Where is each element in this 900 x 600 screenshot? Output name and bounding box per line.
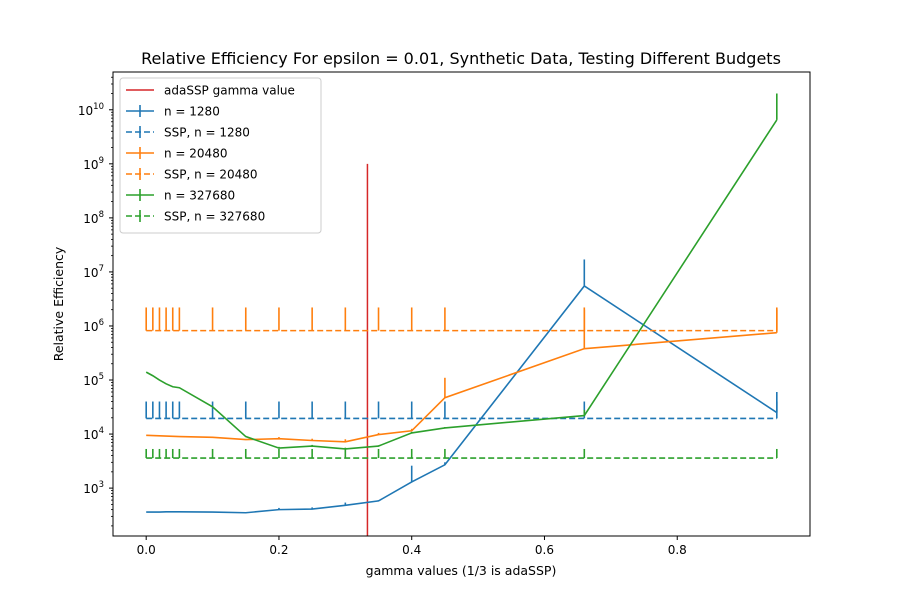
legend-label-1: n = 1280 [164, 105, 220, 119]
y-tick-base: 10 [78, 104, 93, 118]
chart-title: Relative Efficiency For epsilon = 0.01, … [141, 49, 781, 68]
y-tick-label-6: 109 [83, 156, 104, 172]
y-tick-exponent: 7 [99, 264, 104, 274]
plot-area [145, 93, 778, 536]
legend-label-6: SSP, n = 327680 [164, 210, 265, 224]
y-tick-exponent: 6 [99, 318, 104, 328]
x-tick-label-0: 0.0 [137, 543, 156, 557]
y-tick-label-4: 107 [83, 264, 104, 280]
y-tick-base: 10 [83, 212, 98, 226]
x-tick-label-3: 0.6 [535, 543, 554, 557]
y-tick-base: 10 [83, 374, 98, 388]
x-axis-label: gamma values (1/3 is adaSSP) [366, 563, 557, 578]
y-tick-label-0: 103 [83, 480, 104, 496]
y-tick-exponent: 3 [99, 480, 104, 490]
y-tick-label-2: 105 [83, 372, 104, 388]
y-tick-base: 10 [83, 482, 98, 496]
legend-box [119, 77, 322, 234]
legend-label-5: n = 327680 [164, 189, 235, 203]
series-line-0 [146, 284, 778, 514]
legend-label-4: SSP, n = 20480 [164, 168, 258, 182]
x-tick-label-1: 0.2 [269, 543, 288, 557]
y-tick-label-5: 108 [83, 210, 104, 226]
y-tick-exponent: 5 [99, 372, 104, 382]
y-tick-exponent: 8 [99, 210, 104, 220]
y-tick-base: 10 [83, 320, 98, 334]
y-tick-label-1: 104 [83, 426, 104, 442]
y-tick-exponent: 4 [99, 426, 104, 436]
legend: adaSSP gamma value n = 1280 SSP, n = 1280 n… [119, 77, 322, 234]
y-tick-label-3: 106 [83, 318, 104, 334]
legend-label-0: adaSSP gamma value [164, 84, 295, 98]
x-tick-label-2: 0.4 [402, 543, 421, 557]
x-tick-label-4: 0.8 [668, 543, 687, 557]
y-tick-exponent: 9 [99, 156, 104, 166]
axes-frame [112, 71, 811, 537]
legend-label-2: SSP, n = 1280 [164, 126, 250, 140]
y-tick-exponent: 10 [93, 102, 104, 112]
y-tick-label-7: 1010 [78, 102, 104, 118]
series-line-4 [145, 119, 778, 450]
y-axis-label: Relative Efficiency [51, 246, 66, 361]
legend-label-3: n = 20480 [164, 147, 227, 161]
y-tick-base: 10 [83, 266, 98, 280]
y-tick-base: 10 [83, 158, 98, 172]
y-tick-base: 10 [83, 428, 98, 442]
series-line-2 [146, 331, 777, 443]
